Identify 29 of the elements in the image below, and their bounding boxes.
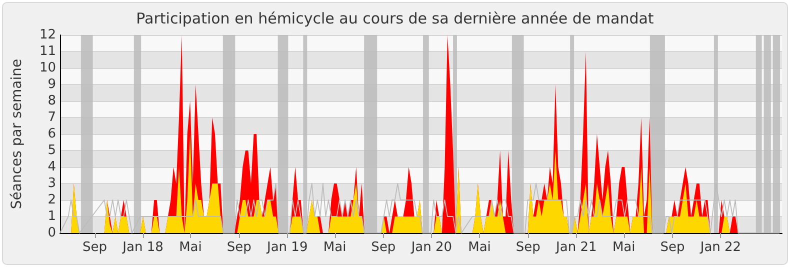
x-tick-label: Jan 18 (122, 240, 164, 255)
x-tick-label: Jan 21 (555, 240, 597, 255)
x-tick-label: Mai (468, 240, 491, 255)
x-tick-label: Jan 20 (410, 240, 452, 255)
y-tick-label: 8 (48, 94, 56, 108)
y-tick-label: 0 (48, 226, 56, 240)
y-tick-label: 5 (48, 143, 56, 158)
y-tick-label: 7 (48, 110, 56, 125)
x-tick-label: Sep (660, 240, 685, 255)
x-tick-label: Sep (516, 240, 540, 255)
x-tick-label: Jan 19 (266, 240, 308, 255)
x-tick-label: Mai (179, 240, 202, 255)
chart-title: Participation en hémicycle au cours de sa dernière année de mandat (136, 10, 654, 28)
y-tick-label: 9 (48, 77, 56, 92)
y-tick-label: 3 (48, 176, 56, 191)
x-tick-label: Mai (323, 240, 346, 255)
y-tick-label: 1 (48, 209, 56, 224)
y-axis-title: Séances par semaine (9, 58, 25, 210)
y-tick-label: 6 (48, 126, 56, 142)
x-tick-label: Jan 22 (699, 240, 742, 255)
y-tick-label: 10 (39, 60, 56, 76)
x-tick-label: Mai (612, 240, 636, 255)
y-tick-label: 12 (39, 28, 56, 42)
y-tick-label: 4 (48, 160, 56, 174)
x-tick-label: Sep (371, 240, 396, 255)
y-tick-label: 2 (48, 192, 56, 208)
x-tick-label: Sep (82, 240, 108, 255)
x-tick-label: Sep (226, 240, 252, 255)
y-tick-label: 11 (39, 44, 56, 59)
